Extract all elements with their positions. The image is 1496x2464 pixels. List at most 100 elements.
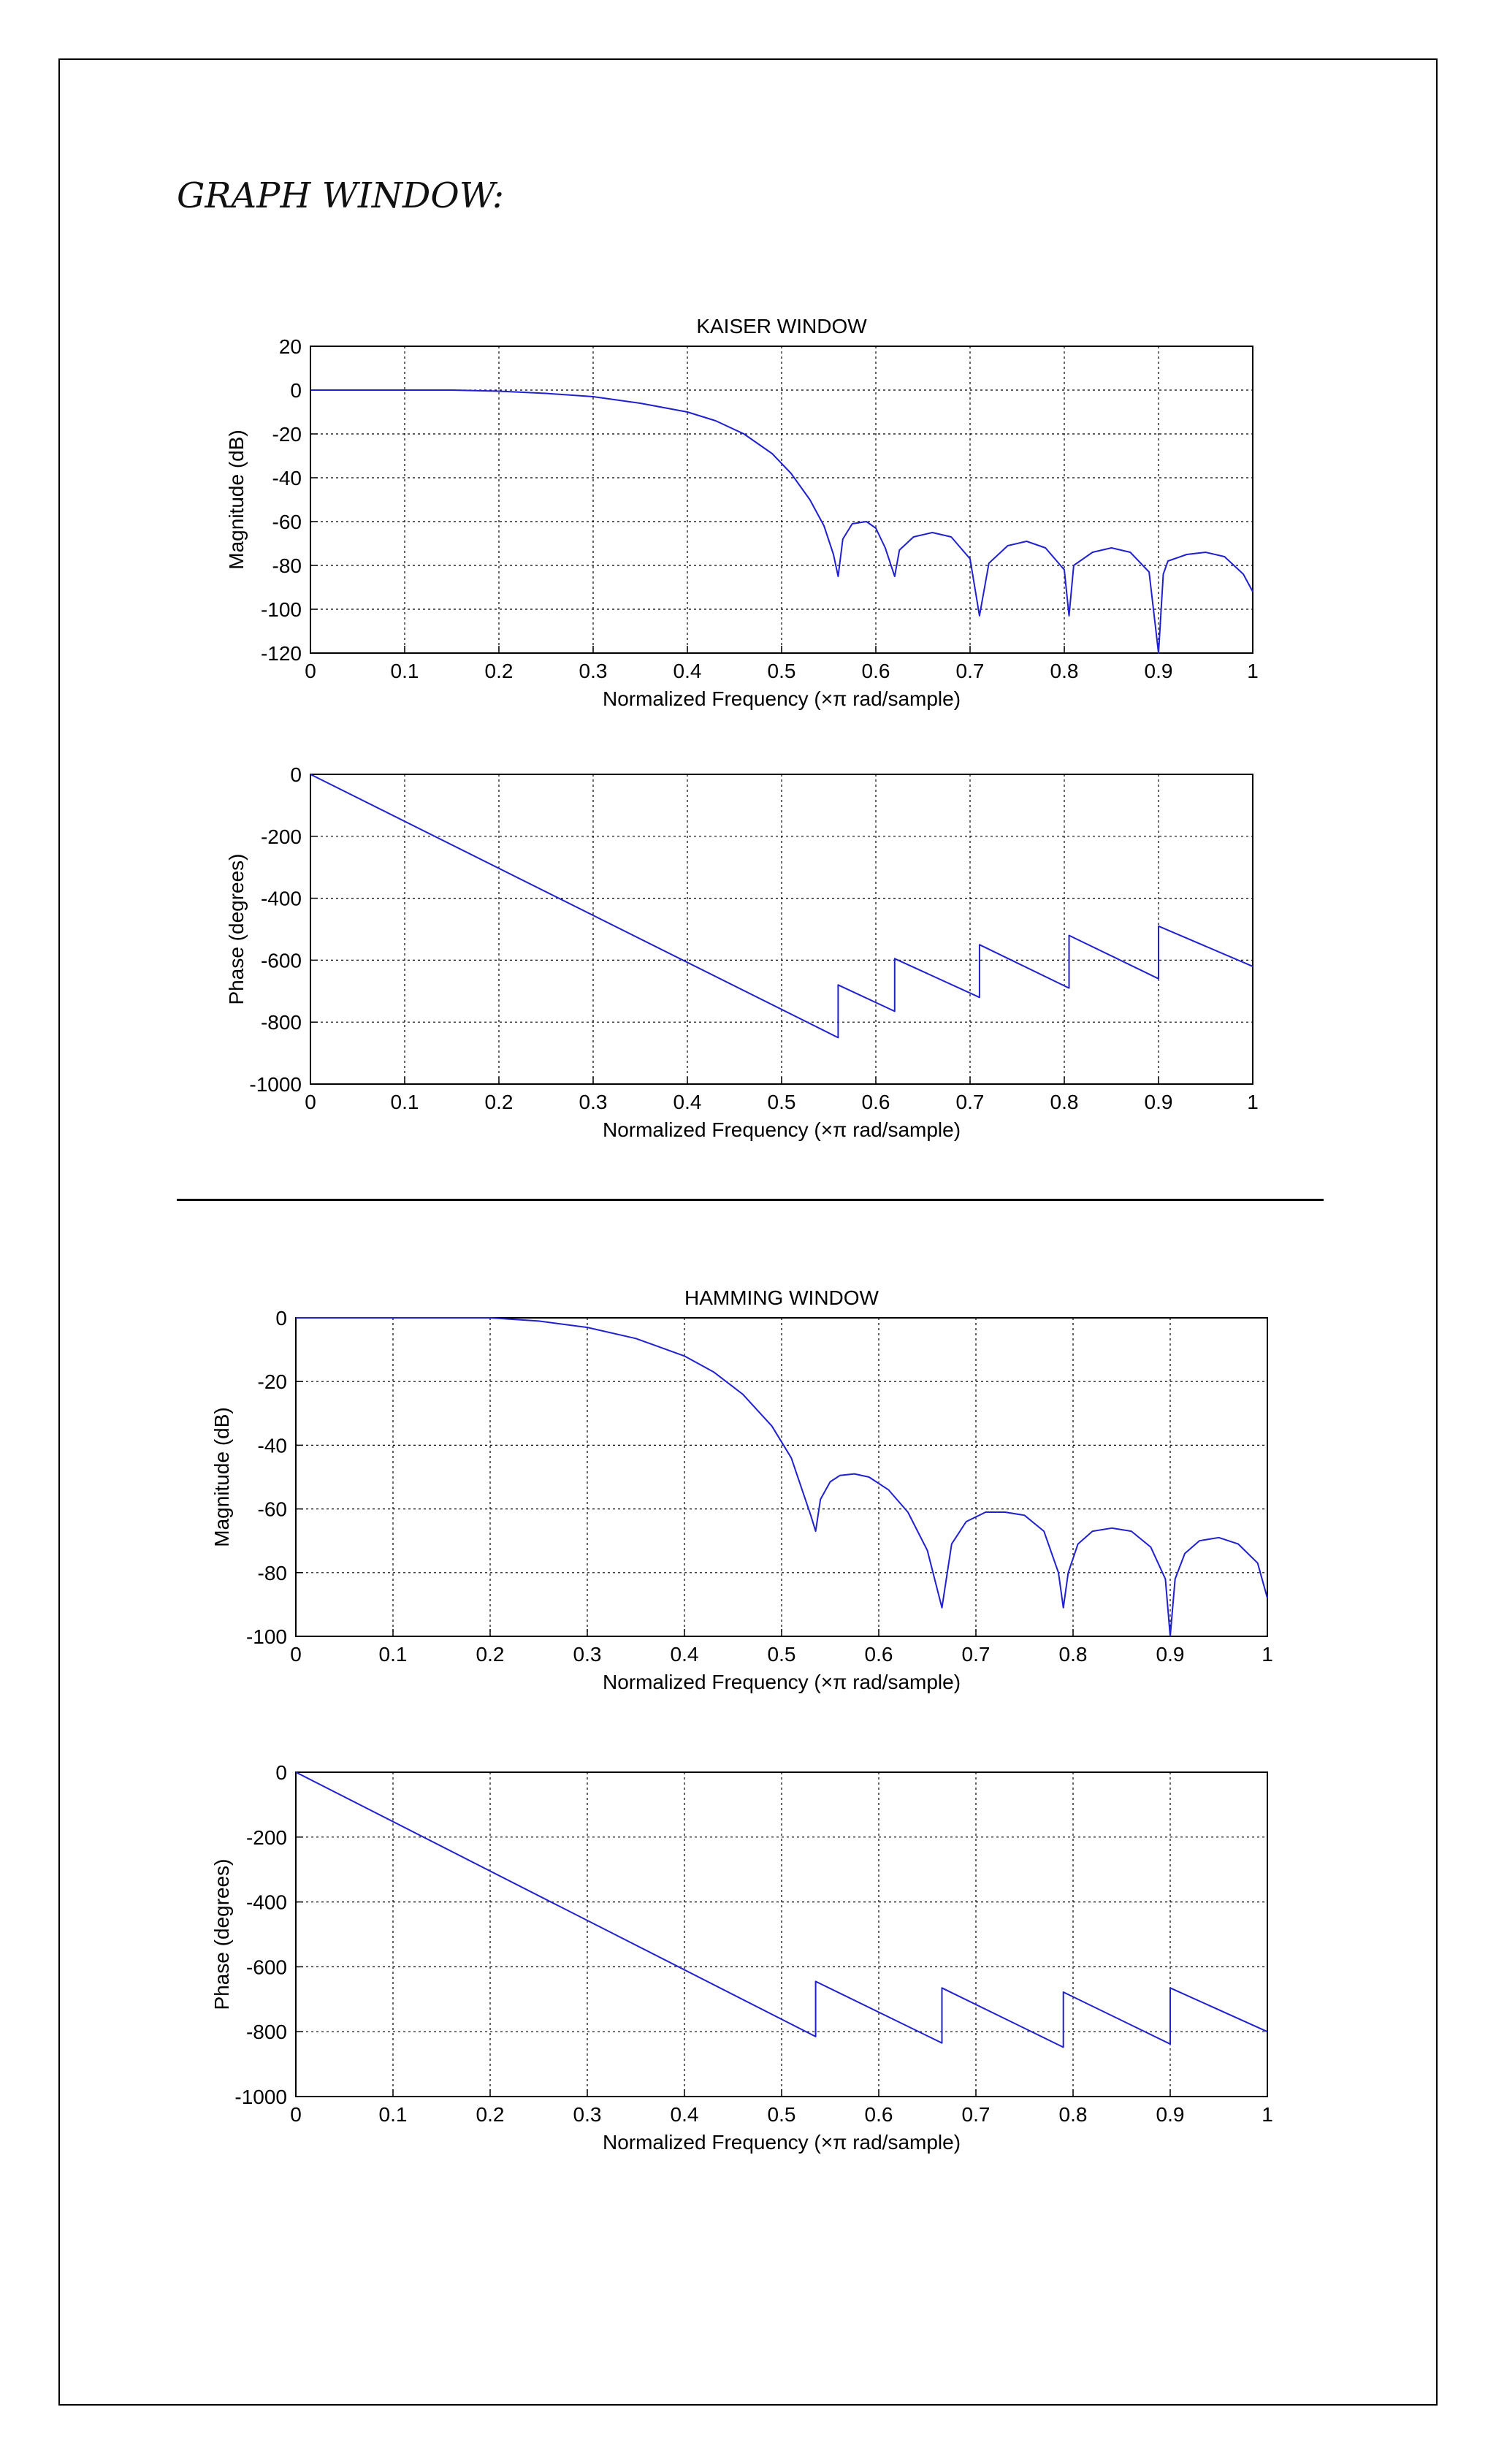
y-tick-label: 0 — [275, 1761, 287, 1784]
x-axis-label: Normalized Frequency (×π rad/sample) — [603, 687, 961, 710]
x-axis-label-main: Normalized Frequency — [603, 2131, 814, 2154]
x-tick-label: 0.4 — [671, 1643, 699, 1666]
x-tick-label: 1 — [1247, 660, 1259, 682]
x-tick-label: 0.1 — [379, 1643, 408, 1666]
x-axis-label-main: Normalized Frequency — [603, 1671, 814, 1693]
y-tick-label: -20 — [258, 1370, 287, 1393]
x-axis-label: Normalized Frequency (×π rad/sample) — [603, 1671, 961, 1693]
series-line — [296, 1317, 1268, 1637]
kaiser-magnitude-chart: KAISER WINDOW 0 0.1 0.2 0.3 0.4 0.5 0.6 0.7 0.8 0.… — [225, 315, 1259, 710]
x-axis-label-unit: (×π rad/sample) — [814, 1118, 961, 1141]
x-tick-label: 0.1 — [391, 660, 419, 682]
y-tick-label: -100 — [246, 1625, 287, 1648]
x-tick-label: 0.5 — [768, 2103, 796, 2126]
x-tick-label: 0.2 — [485, 1091, 514, 1113]
y-tick-label: -60 — [258, 1498, 287, 1521]
x-tick-label: 0.9 — [1145, 660, 1173, 682]
x-axis-label-main: Normalized Frequency — [603, 1118, 814, 1141]
x-tick-label: 0.8 — [1050, 1091, 1079, 1113]
x-axis-label-main: Normalized Frequency — [603, 687, 814, 710]
x-tick-label: 0.6 — [865, 2103, 893, 2126]
series-line — [310, 774, 1253, 1039]
x-tick-label: 0.4 — [673, 1091, 702, 1113]
y-tick-label: -800 — [246, 2021, 287, 2043]
x-tick-label: 0.8 — [1059, 2103, 1088, 2126]
y-tick-label: 0 — [290, 763, 302, 786]
x-tick-label: 0.6 — [862, 1091, 890, 1113]
x-tick-label: 0.3 — [579, 660, 608, 682]
x-tick-label: 0.7 — [956, 660, 985, 682]
x-tick-label: 0.5 — [768, 1643, 796, 1666]
x-axis-label-unit: (×π rad/sample) — [814, 2131, 961, 2154]
x-axis-label: Normalized Frequency (×π rad/sample) — [603, 2131, 961, 2154]
y-tick-label: -200 — [261, 825, 302, 848]
y-tick-label: -40 — [272, 467, 302, 489]
x-tick-label: 0.7 — [962, 1643, 991, 1666]
section-separator — [177, 1199, 1324, 1201]
x-tick-label: 0.2 — [476, 2103, 505, 2126]
y-tick-label: -1000 — [234, 2086, 287, 2108]
y-axis-label: Phase (degrees) — [225, 853, 248, 1004]
y-tick-label: -1000 — [249, 1073, 302, 1096]
y-tick-label: -800 — [261, 1011, 302, 1034]
x-tick-label: 0.1 — [379, 2103, 408, 2126]
x-tick-label: 0.6 — [862, 660, 890, 682]
y-tick-label: -200 — [246, 1826, 287, 1849]
y-tick-label: -120 — [261, 642, 302, 665]
y-tick-label: -20 — [272, 423, 302, 446]
x-tick-label: 0.2 — [476, 1643, 505, 1666]
y-tick-label: 0 — [275, 1307, 287, 1330]
y-tick-label: -60 — [272, 511, 302, 533]
x-axis-label-unit: (×π rad/sample) — [814, 1671, 961, 1693]
x-tick-label: 0.2 — [485, 660, 514, 682]
y-tick-label: -80 — [258, 1562, 287, 1584]
y-axis-label: Phase (degrees) — [210, 1858, 233, 2010]
y-tick-label: 20 — [279, 335, 302, 358]
x-axis-label-unit: (×π rad/sample) — [814, 687, 961, 710]
plot-area-frame — [295, 1771, 1268, 2097]
x-axis-label: Normalized Frequency (×π rad/sample) — [603, 1118, 961, 1141]
y-tick-label: -100 — [261, 598, 302, 621]
y-tick-label: -40 — [258, 1434, 287, 1457]
x-tick-label: 0.3 — [573, 1643, 602, 1666]
chart-title: HAMMING WINDOW — [684, 1286, 879, 1309]
x-tick-label: 0.3 — [579, 1091, 608, 1113]
series-line — [295, 1771, 1268, 2048]
x-tick-label: 0.8 — [1059, 1643, 1088, 1666]
x-tick-label: 0.7 — [956, 1091, 985, 1113]
x-tick-label: 0.6 — [865, 1643, 893, 1666]
x-tick-label: 1 — [1262, 1643, 1273, 1666]
y-tick-label: -600 — [261, 949, 302, 972]
x-tick-label: 0.5 — [768, 660, 796, 682]
x-tick-label: 0 — [305, 660, 316, 682]
y-tick-label: -80 — [272, 554, 302, 577]
x-tick-label: 1 — [1247, 1091, 1259, 1113]
y-tick-label: -600 — [246, 1956, 287, 1978]
page-frame — [58, 58, 1438, 2406]
hamming-magnitude-chart: HAMMING WINDOW 0 0.1 0.2 0.3 0.4 0.5 0.6 0.7 0.8 0… — [210, 1286, 1273, 1693]
kaiser-phase-chart: 0 0.1 0.2 0.3 0.4 0.5 0.6 0.7 0.8 0.9 1 -1000 -800 -6… — [225, 763, 1259, 1141]
x-tick-label: 0.8 — [1050, 660, 1079, 682]
chart-title: KAISER WINDOW — [696, 315, 867, 337]
x-tick-label: 0 — [290, 1643, 302, 1666]
x-tick-label: 0.4 — [673, 660, 702, 682]
x-tick-label: 0.3 — [573, 2103, 602, 2126]
x-tick-label: 0.9 — [1145, 1091, 1173, 1113]
page-heading: GRAPH WINDOW: — [177, 175, 505, 216]
y-tick-label: 0 — [290, 379, 302, 402]
x-tick-label: 0.9 — [1156, 2103, 1185, 2126]
y-axis-label: Magnitude (dB) — [210, 1407, 233, 1546]
x-tick-label: 0.4 — [671, 2103, 699, 2126]
x-tick-label: 0 — [305, 1091, 316, 1113]
y-axis-label: Magnitude (dB) — [225, 430, 248, 569]
hamming-phase-chart: 0 0.1 0.2 0.3 0.4 0.5 0.6 0.7 0.8 0.9 1 -1000 -800 -6… — [210, 1761, 1273, 2154]
x-tick-label: 0.7 — [962, 2103, 991, 2126]
x-tick-label: 0.5 — [768, 1091, 796, 1113]
y-tick-label: -400 — [261, 888, 302, 910]
x-tick-label: 0.9 — [1156, 1643, 1185, 1666]
x-tick-label: 1 — [1262, 2103, 1273, 2126]
x-tick-label: 0 — [290, 2103, 302, 2126]
x-tick-label: 0.1 — [391, 1091, 419, 1113]
series-line — [310, 389, 1253, 654]
y-tick-label: -400 — [246, 1891, 287, 1914]
